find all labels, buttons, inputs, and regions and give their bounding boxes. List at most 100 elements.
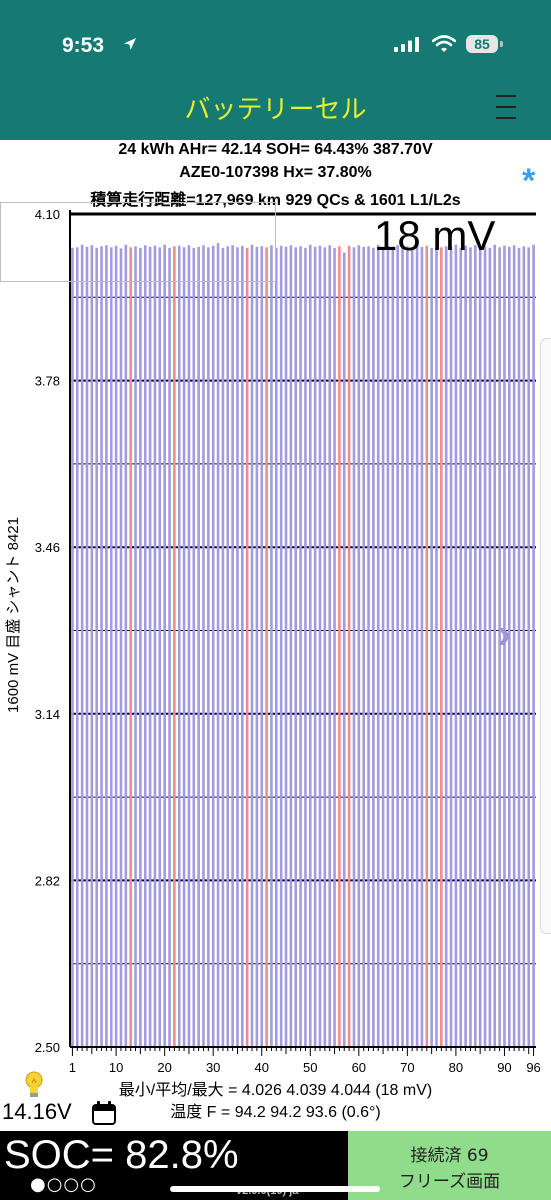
cell-bar-32 — [221, 247, 225, 1047]
cell-bar-8 — [105, 245, 108, 1048]
cell-bar-21 — [168, 247, 171, 1047]
bulb-icon[interactable] — [24, 1071, 44, 1099]
x-tick-label: 80 — [449, 1060, 463, 1075]
cell-bar-41 — [265, 247, 268, 1047]
edge-handle[interactable] — [540, 338, 551, 934]
x-tick-label: 20 — [157, 1060, 171, 1075]
x-tick-label: 60 — [352, 1060, 366, 1075]
cell-bar-59 — [352, 247, 356, 1047]
menu-icon[interactable] — [496, 92, 518, 122]
wifi-icon — [432, 35, 456, 52]
cell-bar-71 — [410, 247, 414, 1047]
cell-bar-30 — [211, 245, 215, 1047]
cell-bar-9 — [109, 247, 113, 1047]
cell-bar-85 — [478, 246, 482, 1047]
battery-summary-line: 24 kWh AHr= 42.14 SOH= 64.43% 387.70V — [118, 141, 433, 158]
cell-bar-67 — [391, 246, 395, 1047]
cell-bar-75 — [430, 247, 433, 1047]
connection-status: 接続済 69 — [410, 1146, 489, 1166]
spread-label: 18 mV — [374, 212, 496, 259]
cell-bar-68 — [396, 245, 399, 1048]
cell-bar-70 — [406, 246, 409, 1047]
cell-bar-90 — [503, 245, 506, 1047]
cell-bar-25 — [187, 245, 191, 1048]
signal-icon — [394, 37, 419, 52]
cell-bar-5 — [90, 245, 94, 1048]
cell-bar-26 — [192, 247, 196, 1047]
calendar-icon[interactable] — [91, 1100, 117, 1126]
odometer-line: 積算走行距離=127,969 km 929 QCs & 1601 L1/L2s — [90, 192, 461, 209]
cell-bar-33 — [226, 246, 230, 1047]
y-tick-label: 2.82 — [35, 873, 60, 888]
cell-bar-86 — [483, 246, 487, 1047]
cell-bar-28 — [202, 245, 205, 1048]
status-time: 9:53 — [62, 34, 105, 57]
soc-value: SOC= 82.8% — [4, 1133, 239, 1177]
y-axis-label: 1600 mV 目盛 シャント 8421 — [5, 517, 22, 713]
cell-bar-81 — [459, 247, 463, 1047]
connection-button[interactable]: 接続済 69 フリーズ画面 — [348, 1131, 551, 1200]
cell-bar-16 — [143, 245, 147, 1048]
cell-voltage-chart: 4.10 3.78 3.46 3.14 2.82 2.50 1 10 20 30 40 50 60 70… — [35, 207, 541, 1075]
home-indicator[interactable] — [170, 1186, 380, 1192]
chevron-right-icon[interactable]: › — [497, 609, 512, 658]
cell-bar-60 — [357, 245, 361, 1048]
cell-bar-35 — [236, 247, 239, 1047]
temperature-stats: 温度 F = 94.2 94.2 93.6 (0.6°) — [170, 1104, 381, 1121]
y-tick-label: 2.50 — [35, 1040, 60, 1055]
cell-bar-52 — [318, 245, 322, 1047]
cell-bar-42 — [270, 245, 273, 1048]
cell-bar-18 — [153, 245, 157, 1047]
x-tick-label: 1 — [69, 1060, 76, 1075]
cell-bar-96 — [532, 244, 535, 1048]
cell-bar-55 — [333, 247, 336, 1047]
cell-bar-44 — [279, 245, 283, 1047]
cell-bar-12 — [124, 244, 128, 1048]
y-tick-label: 3.14 — [35, 707, 60, 722]
x-tick-label: 30 — [206, 1060, 220, 1075]
status-bar: 9:53 85 — [0, 0, 551, 88]
cell-bar-78 — [444, 246, 448, 1047]
cell-bar-58 — [347, 245, 351, 1047]
cell-bar-83 — [469, 247, 472, 1047]
cell-bar-66 — [386, 245, 390, 1047]
cell-bar-43 — [275, 247, 278, 1047]
cell-bar-53 — [323, 247, 327, 1047]
cell-bar-6 — [95, 247, 98, 1047]
cell-bar-34 — [231, 245, 234, 1048]
cell-bar-63 — [372, 247, 375, 1047]
x-tick-label: 50 — [303, 1060, 317, 1075]
cell-bar-80 — [454, 244, 458, 1048]
cell-bar-48 — [299, 246, 302, 1047]
cell-bar-13 — [129, 247, 132, 1047]
y-tick-label: 3.78 — [35, 374, 60, 389]
x-tick-label: 96 — [526, 1060, 540, 1075]
cell-bar-4 — [85, 246, 89, 1047]
cell-bar-51 — [313, 246, 317, 1047]
cell-bar-64 — [376, 244, 380, 1048]
cell-bar-37 — [245, 247, 249, 1047]
cell-bar-93 — [517, 247, 521, 1047]
cell-bar-87 — [488, 247, 492, 1047]
cell-bar-14 — [134, 246, 137, 1047]
x-tick-label: 90 — [497, 1060, 511, 1075]
asterisk-button[interactable]: * — [522, 162, 536, 200]
cell-bar-47 — [294, 247, 298, 1047]
cell-bar-94 — [522, 246, 526, 1047]
cell-bar-38 — [250, 244, 254, 1048]
cell-bar-49 — [304, 247, 307, 1047]
cell-bar-46 — [289, 245, 293, 1048]
cell-bar-77 — [440, 247, 443, 1047]
cell-bar-88 — [493, 244, 497, 1048]
cell-bar-40 — [260, 246, 264, 1047]
app-bar: バッテリーセル — [0, 88, 551, 140]
cell-bar-50 — [308, 244, 312, 1048]
cell-bar-11 — [119, 248, 123, 1047]
cell-bar-31 — [216, 243, 220, 1047]
cell-bar-65 — [381, 247, 385, 1047]
x-tick-label: 70 — [400, 1060, 414, 1075]
cell-bar-39 — [255, 246, 259, 1047]
location-arrow-icon — [124, 38, 136, 50]
page-indicator[interactable]: ●○○○ — [30, 1174, 97, 1195]
page-title: バッテリーセル — [184, 95, 367, 125]
